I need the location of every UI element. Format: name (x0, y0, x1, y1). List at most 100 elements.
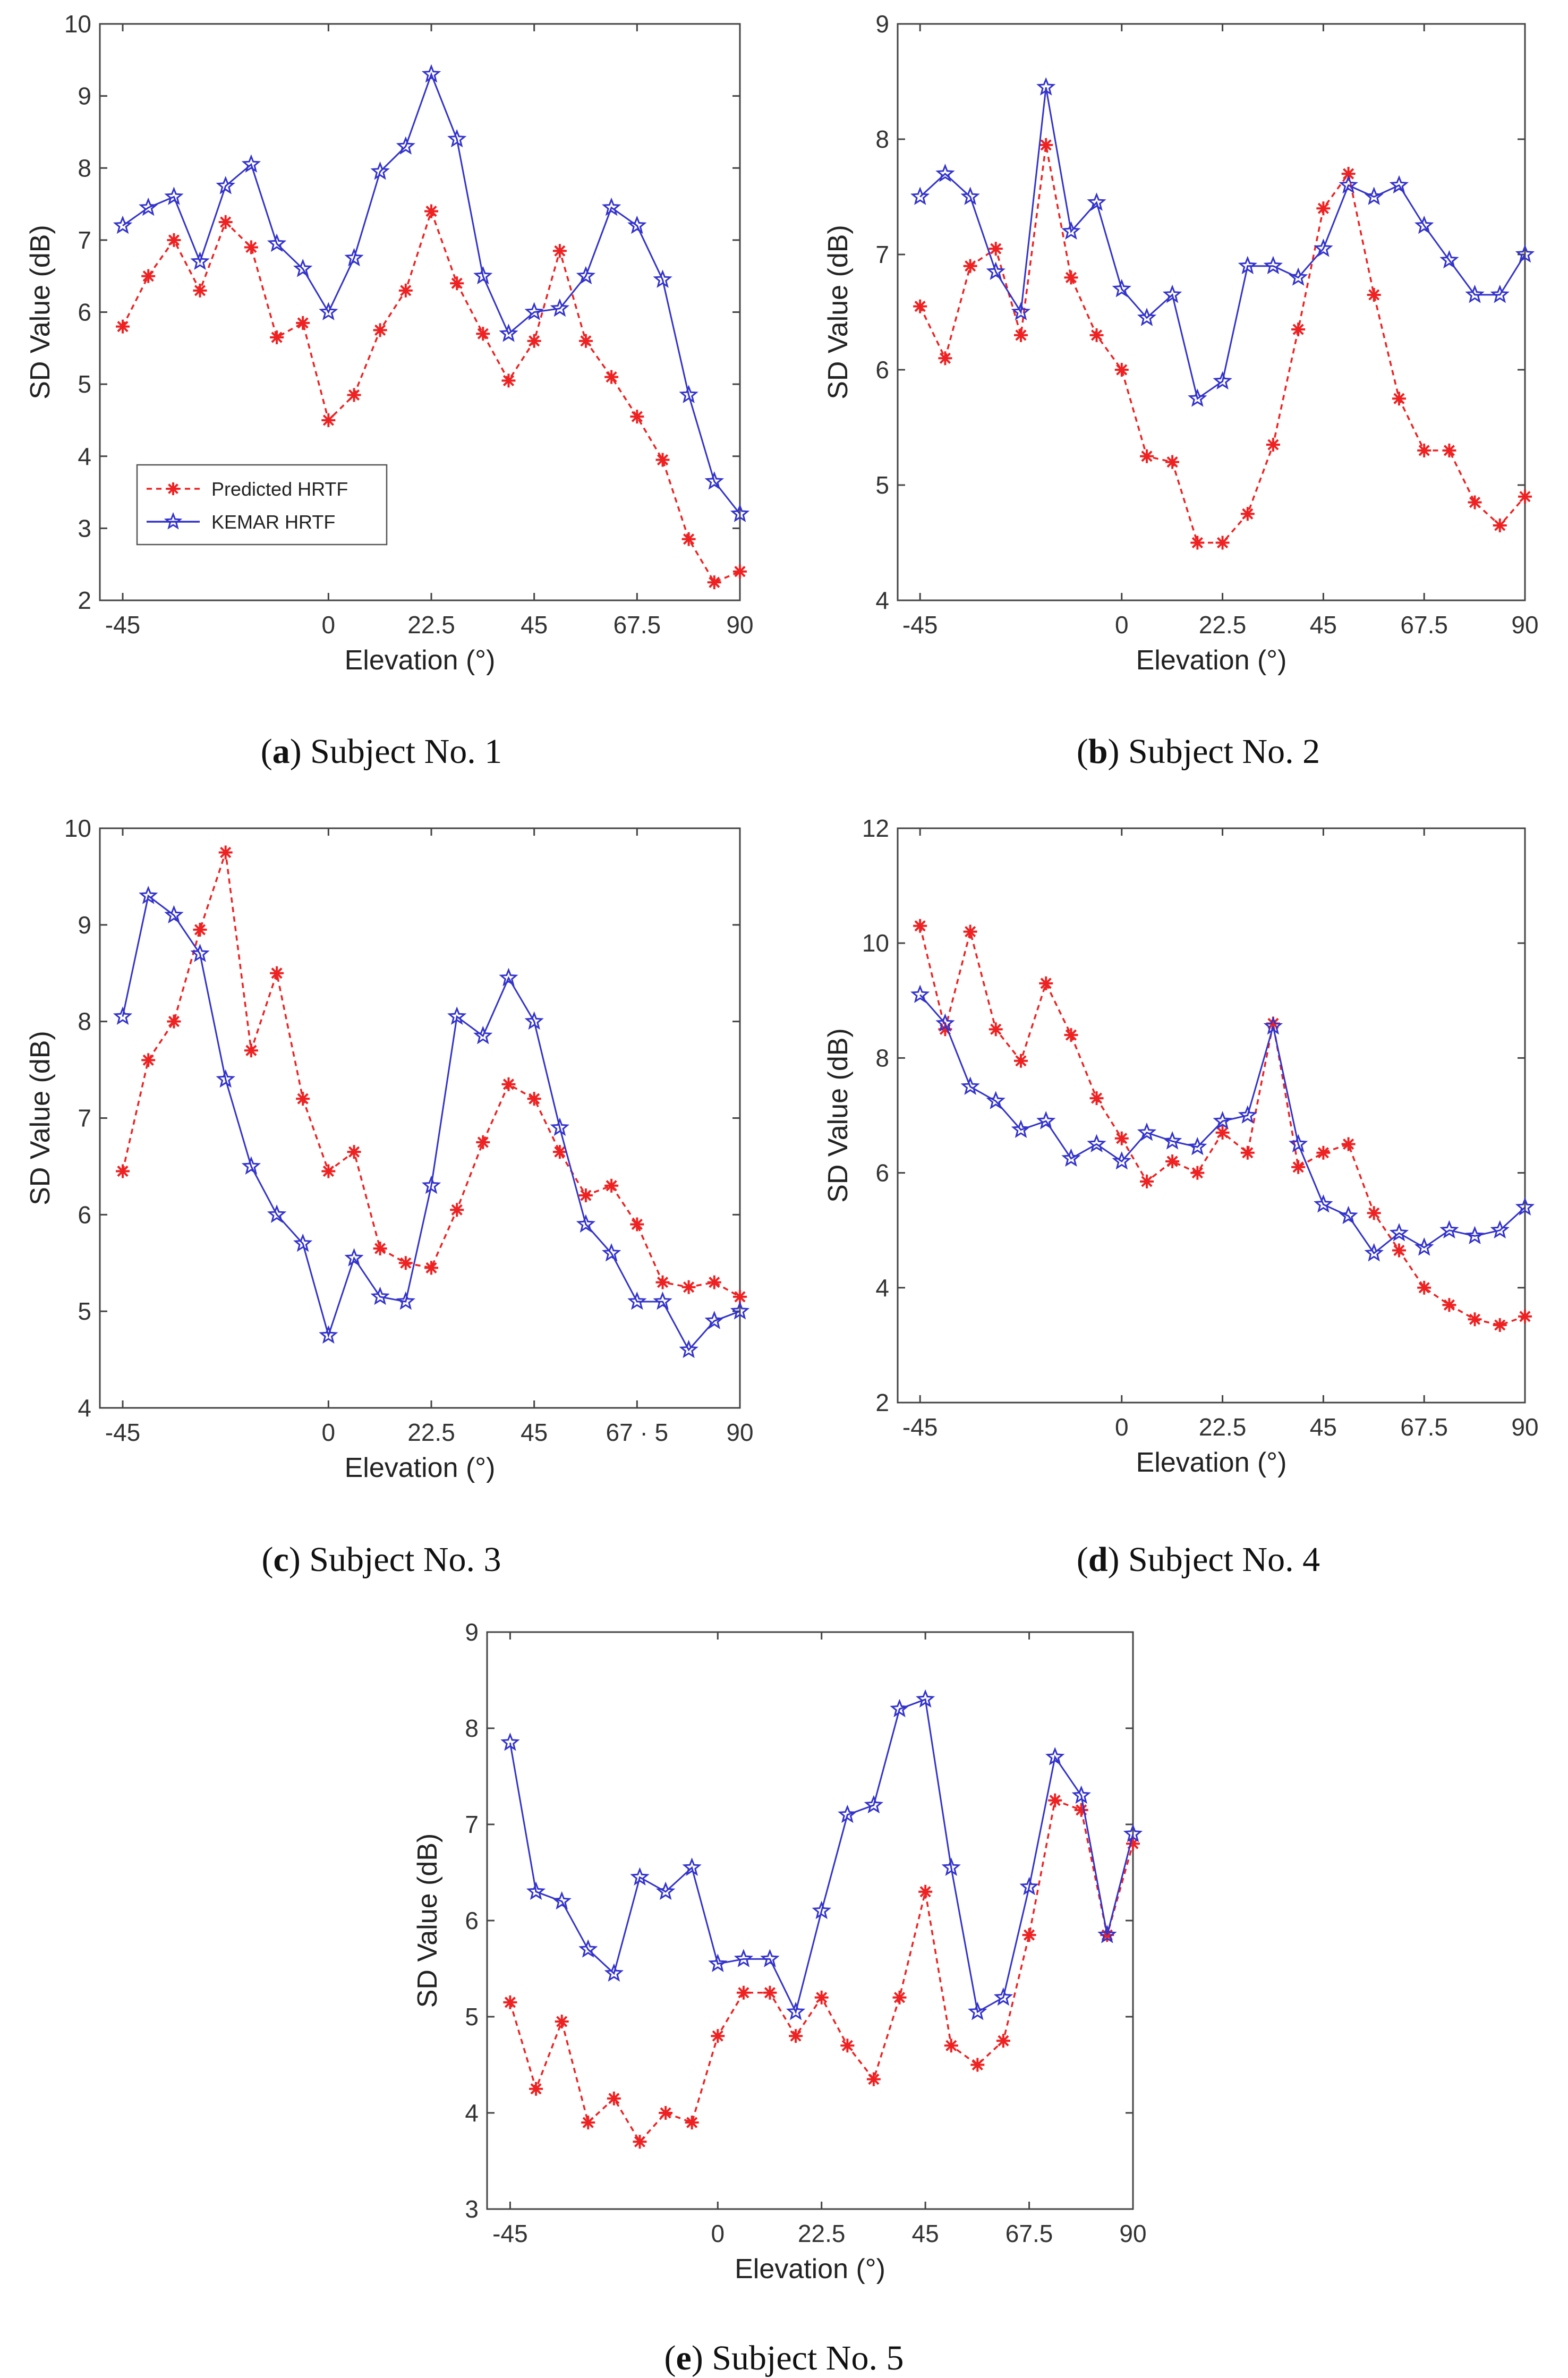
caption-text: ) Subject No. 2 (1108, 732, 1320, 771)
predicted-hrtf-point-5 (244, 1043, 258, 1058)
kemar-hrtf-point-10 (760, 1949, 780, 1967)
predicted-hrtf-point-23 (1493, 518, 1507, 532)
caption-letter: c (274, 1540, 289, 1579)
caption-c: (c) Subject No. 3 (262, 1540, 501, 1579)
x-tick-label: 90 (1119, 2220, 1146, 2247)
kemar-hrtf-point-3 (986, 261, 1005, 281)
kemar-hrtf-point-6 (1061, 1148, 1081, 1167)
predicted-hrtf-point-23 (1493, 1318, 1507, 1332)
predicted-hrtf-point-21 (655, 453, 670, 467)
kemar-hrtf-point-17 (550, 1117, 569, 1136)
kemar-hrtf-point-1 (526, 1881, 546, 1900)
predicted-hrtf-point-17 (944, 2039, 958, 2053)
predicted-hrtf-point-13 (450, 276, 464, 291)
x-tick-label: 22.5 (1199, 1413, 1247, 1441)
predicted-hrtf-point-15 (501, 373, 516, 388)
kemar-hrtf-point-10 (1162, 1131, 1182, 1150)
kemar-hrtf-point-10 (1162, 284, 1182, 303)
kemar-hrtf-point-20 (1019, 1876, 1039, 1896)
caption-open-paren: ( (664, 2339, 676, 2377)
predicted-hrtf-point-12 (1215, 536, 1230, 550)
predicted-hrtf-point-2 (963, 924, 977, 939)
predicted-hrtf-point-legend (167, 482, 180, 495)
predicted-hrtf-point-3 (193, 922, 207, 937)
legend-entry-1: KEMAR HRTF (211, 511, 335, 533)
legend-entry-0: Predicted HRTF (211, 478, 348, 500)
predicted-hrtf-point-0 (116, 319, 130, 334)
x-tick-label: 45 (1310, 1413, 1337, 1441)
kemar-hrtf-point-9 (1137, 308, 1157, 326)
predicted-hrtf-point-0 (116, 1164, 130, 1178)
kemar-hrtf-point-14 (473, 1025, 493, 1044)
kemar-hrtf-point-7 (1087, 192, 1106, 211)
predicted-hrtf-point-15 (1291, 1160, 1306, 1174)
kemar-hrtf-point-24 (1515, 1197, 1535, 1216)
kemar-hrtf-point-14 (473, 266, 493, 285)
predicted-hrtf-point-12 (1215, 1125, 1230, 1140)
y-tick-label: 6 (875, 1159, 889, 1187)
predicted-hrtf-point-8 (1114, 363, 1129, 377)
y-tick-label: 8 (78, 1008, 91, 1035)
x-tick-label: 90 (1511, 1413, 1538, 1441)
y-tick-label: 9 (875, 10, 889, 38)
kemar-hrtf-point-22 (1465, 1226, 1485, 1244)
kemar-hrtf-point-22 (679, 1339, 698, 1358)
predicted-hrtf-point-3 (988, 242, 1003, 256)
y-axis-label: SD Value (dB) (823, 1028, 854, 1203)
predicted-hrtf-point-13 (1240, 507, 1255, 521)
kemar-hrtf-point-18 (968, 2001, 987, 2020)
kemar-hrtf-point-21 (1045, 1747, 1065, 1765)
kemar-hrtf-point-8 (1112, 1151, 1132, 1170)
predicted-hrtf-point-16 (527, 334, 541, 348)
predicted-hrtf-point-11 (398, 1256, 413, 1270)
chart-panel-d: 2 4 6 8 10 12 -45 0 22.5 45 67.5 90 Elevation (°) SD … (823, 814, 1539, 1579)
predicted-hrtf-point-7 (1089, 1091, 1104, 1106)
caption-text: ) Subject No. 4 (1108, 1540, 1320, 1579)
predicted-hrtf-point-6 (270, 330, 284, 344)
y-tick-label: 4 (78, 443, 91, 470)
kemar-hrtf-point-2 (164, 905, 184, 924)
kemar-hrtf-point-7 (293, 1233, 313, 1252)
y-tick-label: 2 (78, 587, 91, 614)
kemar-hrtf-point-19 (1389, 1223, 1409, 1242)
predicted-hrtf-point-12 (424, 1261, 439, 1275)
predicted-hrtf-point-13 (840, 2039, 855, 2053)
predicted-hrtf-point-15 (501, 1077, 516, 1091)
kemar-hrtf-point-11 (1188, 1136, 1207, 1156)
x-axis-label: Elevation (°) (735, 2254, 885, 2284)
predicted-hrtf-point-14 (866, 2072, 881, 2086)
x-tick-label: 67.5 (1005, 2220, 1053, 2247)
predicted-hrtf-point-21 (655, 1275, 670, 1289)
kemar-hrtf-point-22 (1071, 1785, 1091, 1804)
predicted-hrtf-point-21 (1048, 1793, 1062, 1807)
x-tick-label: 0 (322, 1419, 336, 1446)
kemar-hrtf-point-3 (578, 1939, 598, 1958)
kemar-hrtf-point-9 (344, 248, 364, 267)
kemar-hrtf-point-2 (960, 186, 980, 205)
kemar-hrtf-point-4 (1011, 1119, 1031, 1139)
kemar-hrtf-point-3 (190, 944, 210, 962)
predicted-hrtf-point-19 (1392, 392, 1406, 406)
kemar-hrtf-point-8 (708, 1954, 728, 1972)
x-tick-label: 22.5 (407, 611, 455, 639)
predicted-hrtf-point-4 (218, 215, 233, 229)
predicted-hrtf-point-2 (555, 2015, 569, 2029)
caption-letter: b (1088, 732, 1108, 771)
kemar-hrtf-point-13 (447, 1006, 467, 1025)
predicted-hrtf-point-8 (321, 1164, 336, 1178)
kemar-hrtf-point-17 (941, 1857, 961, 1876)
kemar-hrtf-point-22 (679, 385, 698, 403)
y-tick-label: 9 (78, 911, 91, 939)
kemar-hrtf-point-0 (910, 984, 930, 1003)
predicted-hrtf-point-1 (141, 269, 156, 283)
kemar-hrtf-point-14 (864, 1795, 883, 1814)
y-tick-label: 9 (465, 1618, 479, 1646)
predicted-hrtf-point-12 (814, 1990, 829, 2005)
x-tick-label: 90 (726, 611, 753, 639)
kemar-hrtf-point-7 (1087, 1134, 1106, 1153)
predicted-hrtf-point-4 (607, 2091, 621, 2105)
x-tick-label: 45 (912, 2220, 939, 2247)
x-tick-label: -45 (902, 1413, 938, 1441)
predicted-hrtf-point-1 (938, 351, 952, 366)
